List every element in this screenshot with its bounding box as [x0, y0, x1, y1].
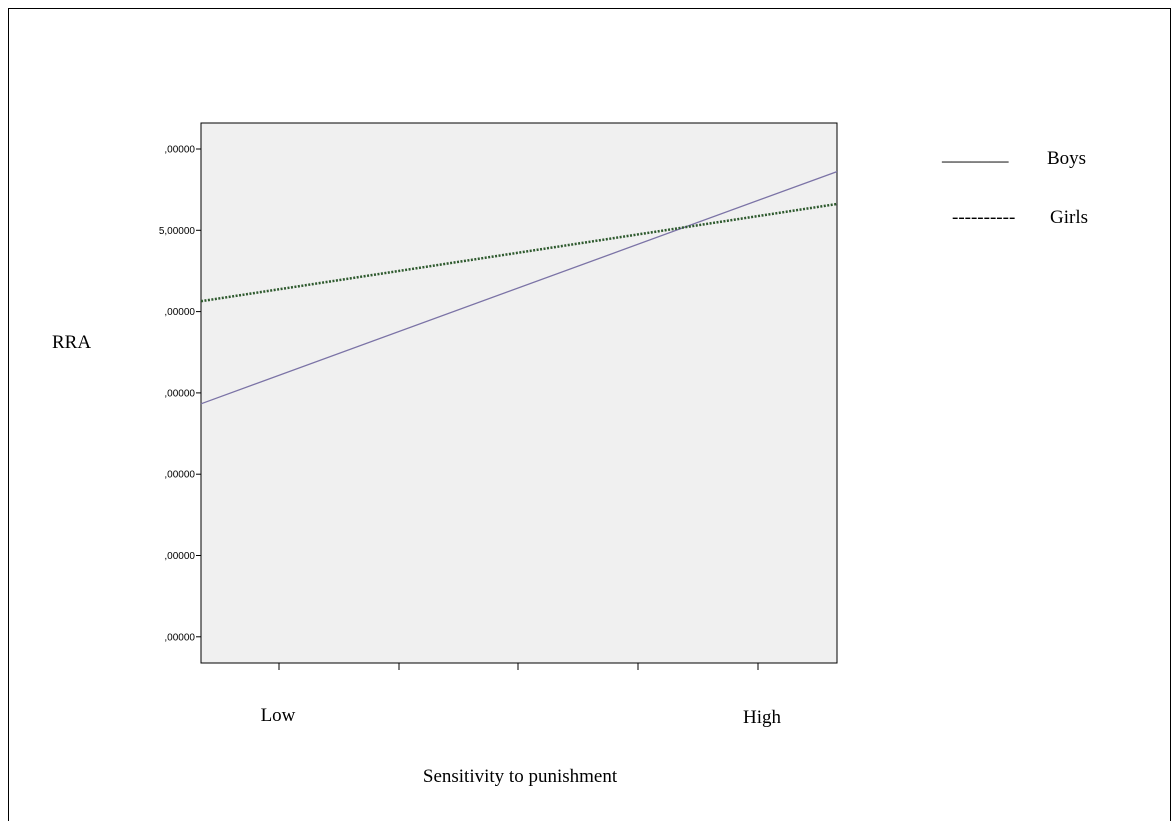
y-tick-label: ,00000 — [164, 470, 195, 481]
y-tick-label: ,00000 — [164, 145, 195, 156]
legend-boys-label: Boys — [1047, 148, 1086, 169]
page-frame — [8, 8, 1171, 821]
y-tick-label: ,00000 — [164, 551, 195, 562]
y-tick-label: ,00000 — [164, 632, 195, 643]
y-tick-label: ,00000 — [164, 388, 195, 399]
legend: _______ Boys ---------- Girls — [941, 144, 1088, 228]
plot-area — [200, 122, 838, 664]
x-tick-label-high: High — [743, 707, 782, 728]
legend-boys-sample: _______ — [941, 144, 1009, 165]
y-tick-label: 5,00000 — [159, 226, 196, 237]
y-axis: ,00000 5,00000 ,00000 ,00000 ,00000 ,00000 ,00… — [159, 145, 201, 643]
series-group — [200, 170, 838, 405]
x-axis-label: Sensitivity to punishment — [423, 766, 618, 787]
legend-girls-sample: ---------- — [952, 207, 1015, 228]
series-line-boys — [200, 170, 838, 405]
x-tick-label-low: Low — [261, 705, 296, 726]
y-axis-label: RRA — [52, 332, 91, 353]
y-tick-label: ,00000 — [164, 307, 195, 318]
series-line-girls — [200, 202, 838, 303]
legend-girls-label: Girls — [1050, 207, 1088, 228]
x-axis — [278, 663, 759, 670]
